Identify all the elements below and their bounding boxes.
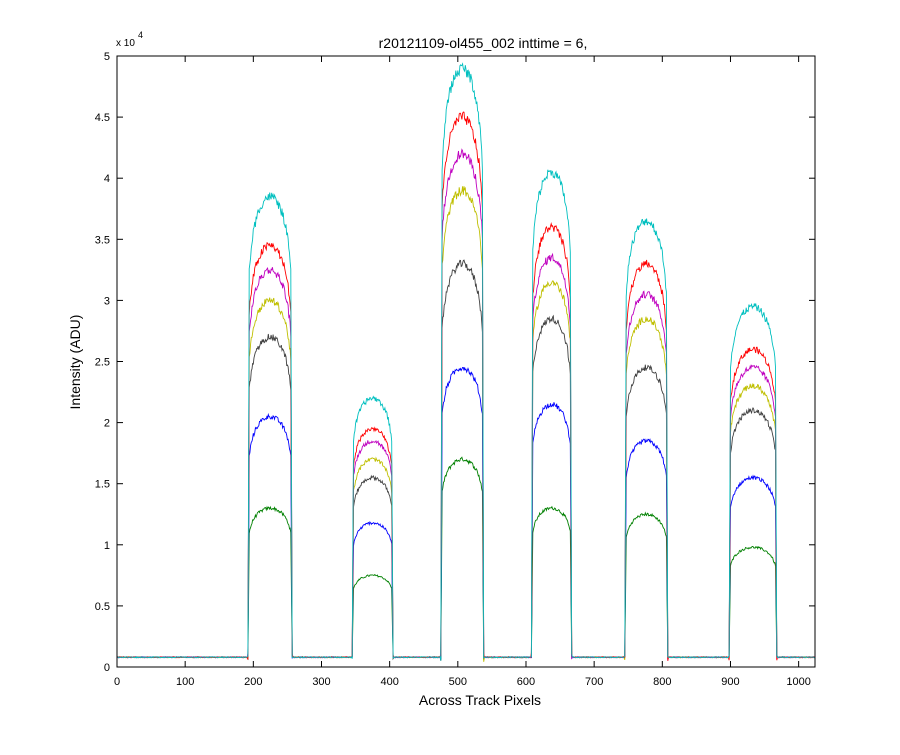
y-tick-label: 3 — [104, 295, 110, 307]
plot-area — [116, 62, 816, 662]
y-tick-label: 4.5 — [95, 112, 110, 124]
chart-title: r20121109-ol455_002 inttime = 6, — [379, 35, 588, 51]
y-tick-label: 4 — [104, 173, 110, 185]
y-exponent-power: 4 — [138, 30, 143, 40]
y-tick-label: 2.5 — [95, 357, 110, 369]
x-tick-label: 200 — [244, 676, 262, 688]
x-tick-label: 600 — [517, 676, 535, 688]
x-tick-label: 900 — [721, 676, 739, 688]
x-tick-label: 500 — [449, 676, 467, 688]
y-tick-label: 1 — [104, 540, 110, 552]
x-axis-label: Across Track Pixels — [419, 692, 541, 708]
y-tick-label: 2 — [104, 418, 110, 430]
x-tick-label: 300 — [312, 676, 330, 688]
y-tick-label: 0 — [104, 662, 110, 674]
y-tick-label: 1.5 — [95, 479, 110, 491]
x-tick-label: 700 — [585, 676, 603, 688]
y-exponent-label: x 10 — [116, 38, 135, 49]
axis-ticks: 0 100 200 300 400 500 600 700 800 900 1000 0 0.5 1 1.5… — [95, 51, 815, 688]
x-tick-label: 0 — [114, 676, 120, 688]
x-tick-label: 100 — [176, 676, 194, 688]
y-tick-label: 5 — [104, 51, 110, 63]
y-axis-label: Intensity (ADU) — [67, 315, 83, 410]
y-tick-label: 0.5 — [95, 601, 110, 613]
y-tick-label: 3.5 — [95, 234, 110, 246]
series-line — [116, 62, 816, 661]
x-tick-label: 800 — [653, 676, 671, 688]
x-tick-label: 400 — [380, 676, 398, 688]
x-tick-label: 1000 — [786, 676, 810, 688]
